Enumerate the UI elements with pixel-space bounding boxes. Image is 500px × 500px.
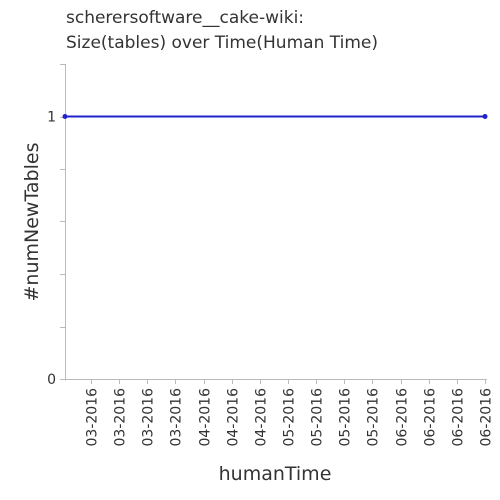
y-axis-title: #numNewTables	[21, 143, 43, 302]
x-tick-label: 04-2016	[198, 388, 214, 447]
x-tick-label: 05-2016	[338, 388, 354, 447]
x-axis-title: humanTime	[219, 463, 332, 485]
chart-title-line-2: Size(tables) over Time(Human Time)	[66, 33, 378, 53]
x-tick-label: 04-2016	[254, 388, 270, 447]
series-layer	[62, 114, 488, 119]
y-ticks: 01	[47, 64, 65, 388]
x-tick-label: 05-2016	[282, 388, 298, 447]
x-tick-label: 06-2016	[451, 388, 467, 447]
y-tick-label: 0	[47, 372, 56, 388]
x-tick-label: 05-2016	[310, 388, 326, 447]
x-tick-label: 03-2016	[141, 388, 157, 447]
data-point	[62, 114, 68, 119]
x-tick-label: 04-2016	[226, 388, 242, 447]
chart-title-line-1: scherersoftware__cake-wiki:	[66, 8, 305, 28]
data-point	[482, 114, 488, 119]
x-tick-label: 03-2016	[113, 388, 129, 447]
x-tick-label: 06-2016	[423, 388, 439, 447]
x-tick-label: 03-2016	[85, 388, 101, 447]
x-tick-label: 06-2016	[395, 388, 411, 447]
x-tick-label: 03-2016	[169, 388, 185, 447]
x-tick-label: 05-2016	[366, 388, 382, 447]
y-tick-label: 1	[47, 110, 56, 126]
x-ticks: 03-2016 03-2016 03-2016 03-2016 04-2016 04-20…	[85, 379, 495, 447]
x-tick-label: 06-2016	[479, 388, 495, 447]
